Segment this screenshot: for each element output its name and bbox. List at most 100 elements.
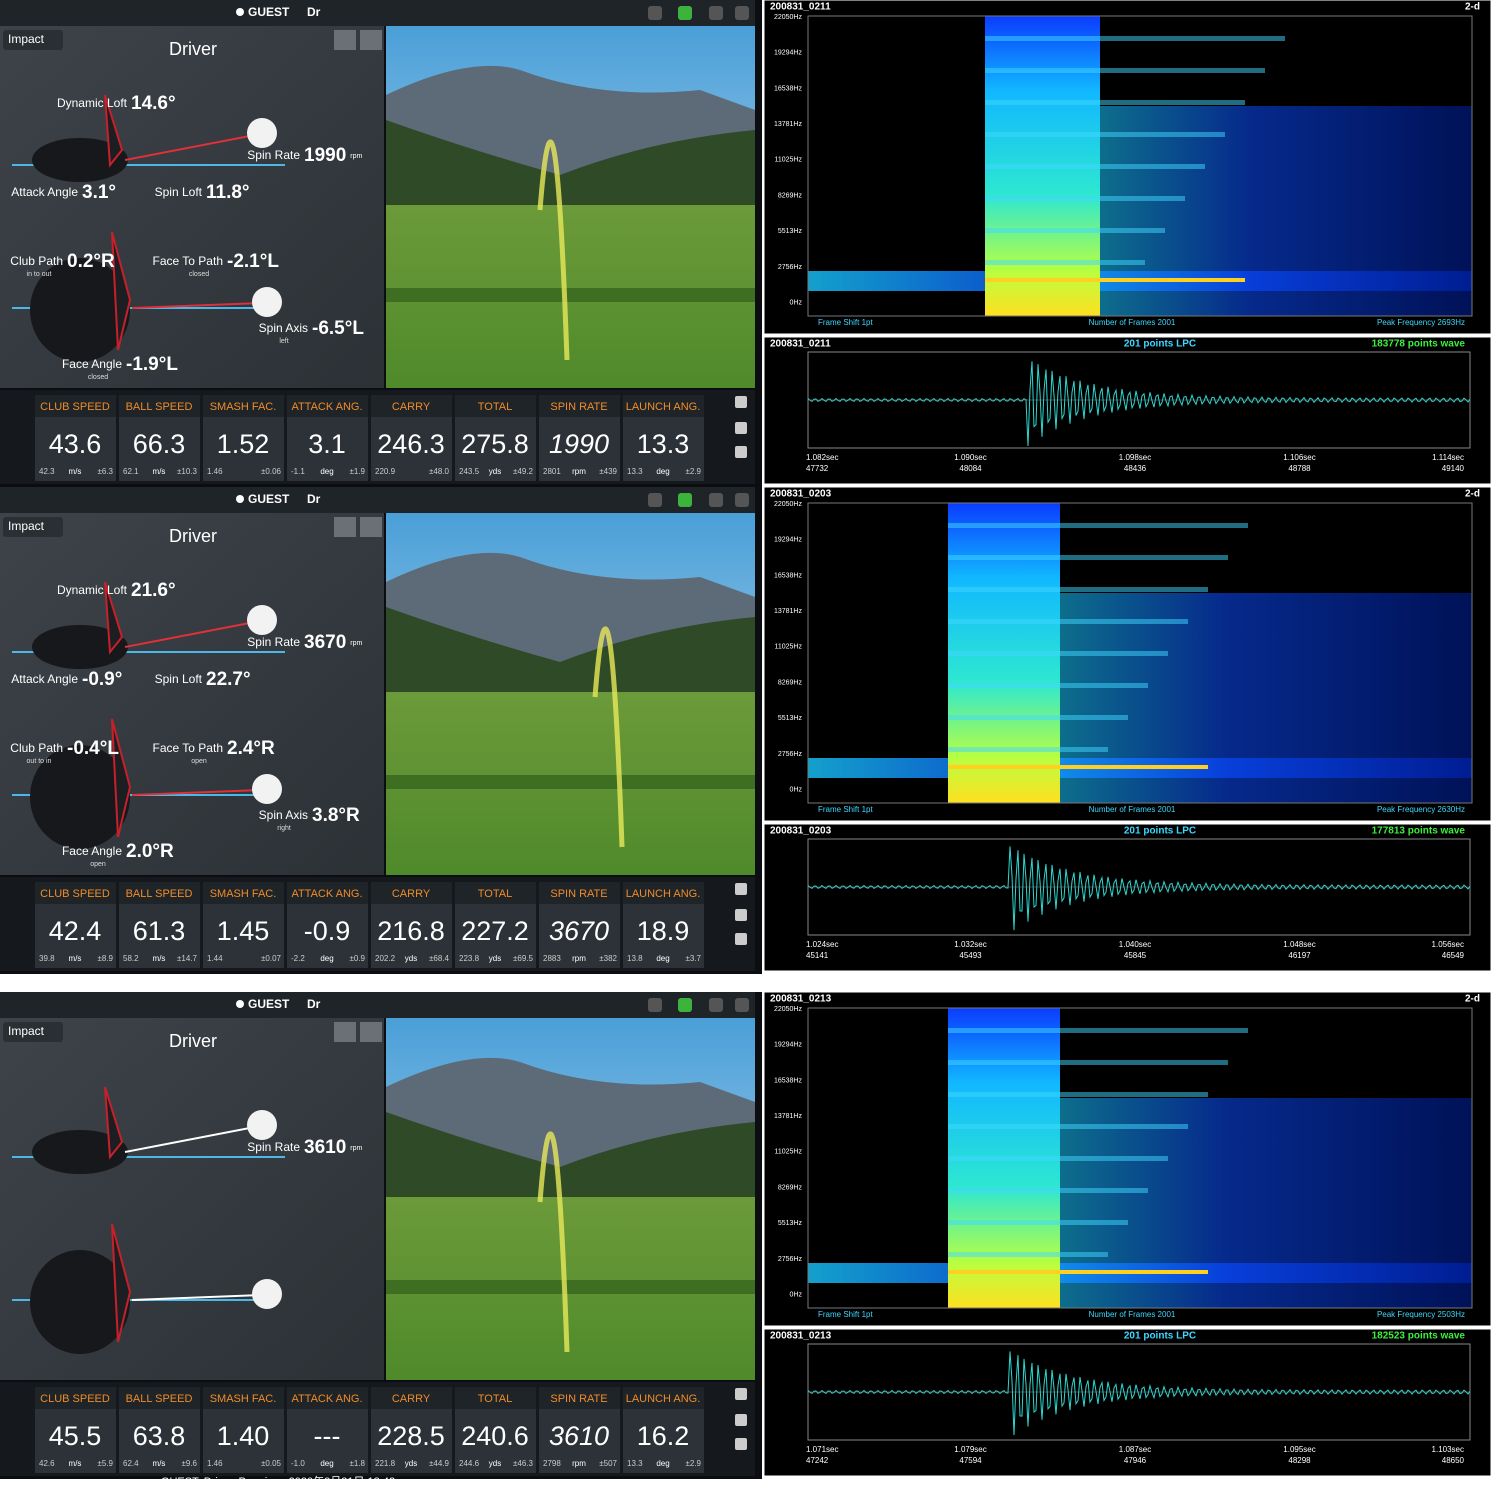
metric-value: 3.8°R xyxy=(312,805,360,826)
stat-low: 2801 xyxy=(543,467,561,476)
stat-header xyxy=(287,882,368,904)
ball xyxy=(252,287,282,317)
metric-value: -0.9° xyxy=(82,669,122,690)
stat-low: -2.2 xyxy=(291,954,305,963)
stat-name: CARRY xyxy=(392,401,431,413)
user-name: GUEST xyxy=(248,997,290,1011)
sample-tick: 48298 xyxy=(1288,1456,1311,1465)
spectrogram-band xyxy=(948,555,1228,560)
stat-header xyxy=(455,882,536,904)
stat-header xyxy=(539,882,620,904)
stat-value: 1.52 xyxy=(217,429,270,459)
stat-low: 39.8 xyxy=(39,954,55,963)
status-footer: GUEST, Driver, Premium, 2020年8月31日 18:42 xyxy=(161,1474,395,1488)
sample-tick: 45845 xyxy=(1124,951,1147,960)
stat-name: BALL SPEED xyxy=(126,401,193,413)
stat-spread: ±0.06 xyxy=(261,467,282,476)
sample-tick: 48650 xyxy=(1442,1456,1465,1465)
stat-unit: rpm xyxy=(572,1459,586,1468)
stat-name: CLUB SPEED xyxy=(40,888,110,900)
spectrogram-band xyxy=(948,1220,1128,1225)
stat-name: TOTAL xyxy=(478,888,512,900)
metric-value: 3670 xyxy=(304,632,346,653)
path-line xyxy=(131,789,261,796)
stat-header xyxy=(455,395,536,417)
club-shaft xyxy=(111,231,132,351)
metric-sublabel: right xyxy=(277,825,291,832)
course-trees xyxy=(386,120,755,215)
view-button xyxy=(360,30,382,50)
stat-low: 220.9 xyxy=(375,467,396,476)
metric-sublabel: closed xyxy=(189,271,209,278)
metric-label: Club Path xyxy=(10,254,63,268)
toolbar-icon xyxy=(709,998,723,1012)
sample-tick: 46549 xyxy=(1442,951,1465,960)
metric-value: -0.4°L xyxy=(67,738,119,759)
side-icon xyxy=(735,1438,747,1450)
metric-value: -1.9°L xyxy=(126,354,178,375)
sample-tick: 45141 xyxy=(806,951,829,960)
stat-unit: yds xyxy=(405,1459,417,1468)
view-button xyxy=(360,517,382,537)
stat-low: -1.0 xyxy=(291,1459,305,1468)
stat-name: BALL SPEED xyxy=(126,1393,193,1405)
stat-low: 42.6 xyxy=(39,1459,55,1468)
spectrogram-band xyxy=(948,747,1108,752)
mode-label: Impact xyxy=(8,1024,45,1038)
spectrogram-plot xyxy=(807,502,1473,804)
stat-spread: ±0.07 xyxy=(261,954,282,963)
user-name: GUEST xyxy=(248,492,290,506)
spectrogram-band xyxy=(948,1188,1148,1193)
stat-name: SMASH FAC. xyxy=(210,401,277,413)
stat-value: 18.9 xyxy=(637,916,690,946)
metric-value: 2.0°R xyxy=(126,841,174,862)
stat-unit: rpm xyxy=(572,954,586,963)
stat-spread: ±69.5 xyxy=(513,954,534,963)
launch-line xyxy=(124,134,256,161)
stat-header xyxy=(287,395,368,417)
stat-low: 243.5 xyxy=(459,467,480,476)
side-icon xyxy=(735,1414,747,1426)
club-head xyxy=(30,745,130,849)
mode-select xyxy=(3,517,63,537)
frequency-tick: 8269Hz xyxy=(778,192,803,199)
stat-value: --- xyxy=(314,1421,341,1451)
time-tick: 1.071sec xyxy=(806,1445,838,1454)
spectrogram-band xyxy=(985,164,1205,169)
spectrogram-band xyxy=(948,1124,1188,1129)
stat-name: ATTACK ANG. xyxy=(291,401,362,413)
user-icon xyxy=(236,8,244,16)
mode-label: Impact xyxy=(8,32,45,46)
stat-value: 246.3 xyxy=(377,429,445,459)
user-name: GUEST xyxy=(248,5,290,19)
stat-spread: ±2.9 xyxy=(685,467,701,476)
frequency-tick: 22050Hz xyxy=(774,501,803,508)
metric-sublabel: left xyxy=(279,338,288,345)
metric-sublabel: out to in xyxy=(27,758,52,765)
toolbar-icon xyxy=(735,6,749,20)
ball-trajectory xyxy=(537,1131,570,1353)
course-trees xyxy=(386,607,755,702)
stat-name: TOTAL xyxy=(478,401,512,413)
time-tick: 1.106sec xyxy=(1283,453,1315,462)
stat-value: 61.3 xyxy=(133,916,186,946)
ball xyxy=(247,605,277,635)
user-icon xyxy=(236,495,244,503)
frame-shift: Frame Shift 1pt xyxy=(818,805,873,814)
metric-value: 2.4°R xyxy=(227,738,275,759)
metric-sublabel: in to out xyxy=(27,271,52,278)
stat-value: 43.6 xyxy=(49,429,102,459)
frame-count: Number of Frames 2001 xyxy=(1089,1310,1176,1319)
waveform-title: 200831_0213 xyxy=(770,1331,832,1342)
waveform-points: 183778 points wave xyxy=(1372,339,1466,350)
stat-header xyxy=(623,882,704,904)
stat-low: 244.6 xyxy=(459,1459,480,1468)
sample-tick: 47946 xyxy=(1124,1456,1147,1465)
metric-label: Spin Loft xyxy=(155,185,203,199)
waveform-points: 177813 points wave xyxy=(1372,826,1466,837)
stat-spread: ±44.9 xyxy=(429,1459,450,1468)
top-bar xyxy=(0,487,755,513)
metric-value: 3610 xyxy=(304,1137,346,1158)
frequency-tick: 8269Hz xyxy=(778,679,803,686)
side-icon xyxy=(735,422,747,434)
